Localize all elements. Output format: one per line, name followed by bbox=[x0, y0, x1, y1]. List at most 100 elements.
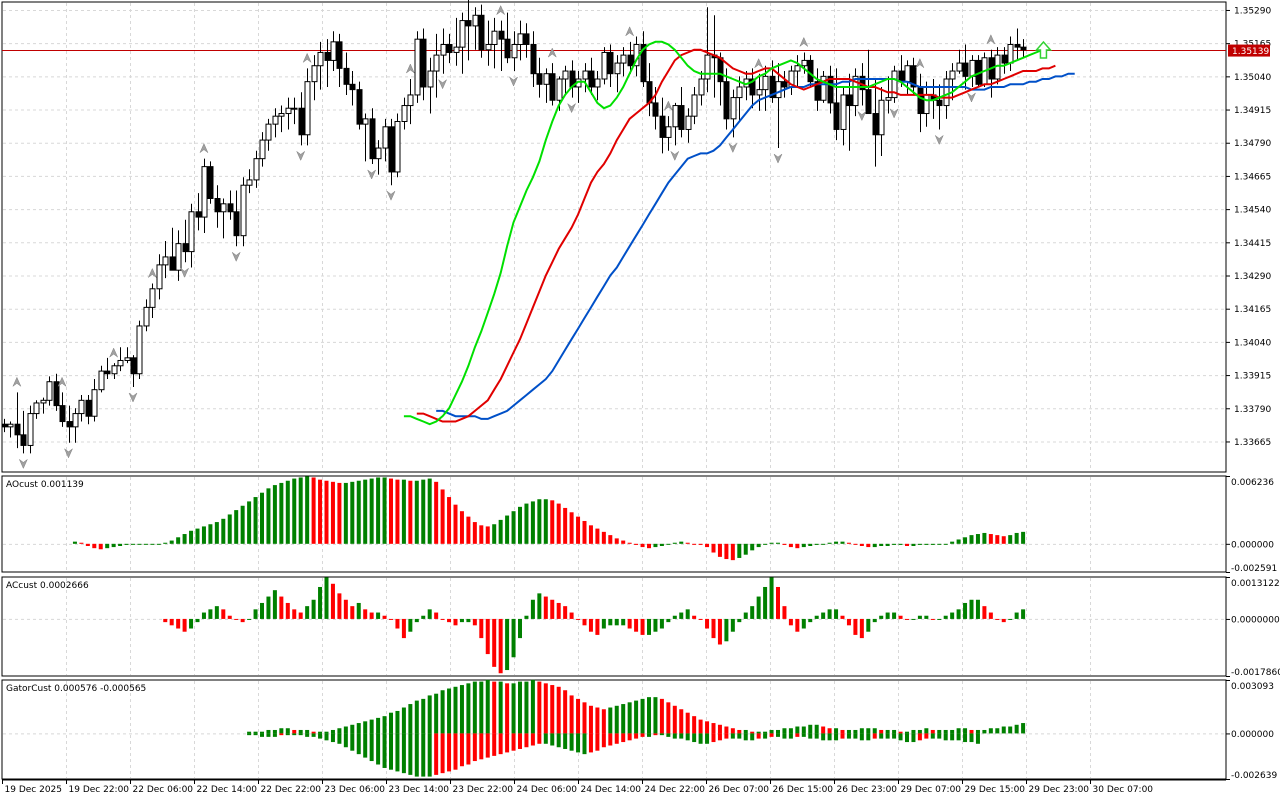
histogram-bar bbox=[576, 516, 581, 544]
histogram-bar bbox=[279, 482, 284, 544]
bear-candle bbox=[343, 67, 350, 85]
gator-lower-bar bbox=[601, 733, 606, 748]
histogram-bar bbox=[285, 602, 290, 619]
histogram-bar bbox=[518, 618, 522, 639]
bull-candle bbox=[878, 99, 885, 136]
histogram-bar bbox=[363, 609, 368, 619]
histogram-bar bbox=[505, 618, 510, 671]
gator-upper-bar bbox=[382, 716, 387, 734]
gator-upper-bar bbox=[685, 712, 690, 734]
gator-upper-bar bbox=[763, 731, 768, 734]
histogram-bar bbox=[743, 543, 748, 555]
gator-lower-bar bbox=[685, 733, 690, 741]
histogram-bar bbox=[72, 541, 77, 544]
gator-upper-bar bbox=[750, 731, 755, 734]
bull-candle bbox=[285, 107, 292, 115]
histogram-bar bbox=[859, 618, 864, 639]
histogram-bar bbox=[717, 543, 722, 557]
time-axis: 19 Dec 2025 19 Dec 22:00 22 Dec 06:00 22 De… bbox=[2, 780, 1153, 795]
histogram-bar bbox=[1008, 618, 1013, 620]
gator-indicator-panel[interactable]: GatorCust 0.000576 -0.000565 bbox=[6, 679, 1026, 777]
histogram-bar bbox=[717, 618, 722, 645]
histogram-bar bbox=[885, 543, 890, 546]
gator-upper-bar bbox=[659, 698, 664, 734]
histogram-bar bbox=[421, 479, 426, 544]
bull-candle bbox=[885, 97, 892, 101]
price-tick-label: 1.34040 bbox=[1234, 338, 1271, 348]
bull-candle bbox=[433, 54, 440, 72]
histogram-bar bbox=[479, 618, 484, 639]
fractal-up-icon bbox=[754, 58, 764, 69]
histogram-bar bbox=[543, 596, 548, 619]
histogram-bar bbox=[221, 609, 226, 619]
bear-candle bbox=[214, 197, 221, 213]
histogram-bar bbox=[453, 504, 458, 544]
histogram-bar bbox=[253, 609, 258, 619]
histogram-bar bbox=[434, 612, 439, 619]
buy-signal-arrow-icon bbox=[1034, 40, 1053, 59]
histogram-bar bbox=[666, 543, 671, 545]
gator-lower-bar bbox=[711, 733, 716, 743]
histogram-bar bbox=[227, 514, 232, 544]
indicator-tick-label: -0.002639 bbox=[1231, 771, 1277, 781]
fractal-up-icon bbox=[109, 347, 119, 358]
bear-candle bbox=[749, 78, 756, 96]
gator-lower-bar bbox=[279, 733, 284, 736]
bull-candle bbox=[253, 158, 260, 181]
fractal-up-icon bbox=[147, 267, 157, 279]
gator-upper-bar bbox=[821, 726, 826, 734]
histogram-bar bbox=[930, 618, 935, 620]
bull-candle bbox=[407, 94, 414, 107]
histogram-bar bbox=[627, 542, 632, 544]
bull-candle bbox=[698, 78, 705, 96]
bear-candle bbox=[478, 14, 485, 51]
bear-candle bbox=[627, 54, 634, 67]
bear-candle bbox=[227, 203, 234, 213]
histogram-bar bbox=[937, 543, 942, 545]
gator-lower-bar bbox=[318, 733, 323, 739]
gator-lower-bar bbox=[608, 733, 613, 746]
gator-upper-bar bbox=[447, 688, 452, 734]
bear-candle bbox=[195, 211, 202, 218]
gator-lower-bar bbox=[305, 733, 310, 737]
histogram-bar bbox=[608, 618, 613, 626]
fractal-down-icon bbox=[386, 190, 396, 201]
histogram-bar bbox=[485, 618, 490, 655]
histogram-bar bbox=[885, 612, 890, 619]
histogram-bar bbox=[195, 528, 200, 544]
price-tick-label: 1.35290 bbox=[1234, 6, 1271, 16]
histogram-bar bbox=[969, 535, 974, 544]
histogram-bar bbox=[853, 618, 858, 635]
gator-lower-bar bbox=[363, 733, 368, 758]
fractal-up-icon bbox=[663, 100, 673, 111]
histogram-bar bbox=[924, 543, 929, 545]
histogram-bar bbox=[511, 618, 516, 658]
bull-candle bbox=[33, 402, 40, 415]
histogram-bar bbox=[756, 596, 761, 619]
bull-candle bbox=[517, 33, 524, 45]
ac-indicator-panel[interactable]: ACcust 0.0002666 bbox=[6, 577, 1026, 674]
gator-lower-bar bbox=[859, 733, 864, 741]
gator-lower-bar bbox=[937, 733, 942, 739]
histogram-bar bbox=[963, 602, 968, 619]
histogram-bar bbox=[659, 618, 664, 629]
gator-upper-bar bbox=[885, 729, 890, 734]
histogram-bar bbox=[466, 618, 471, 623]
price-panel[interactable] bbox=[1, 0, 1226, 470]
price-tick-label: 1.34415 bbox=[1234, 239, 1271, 249]
histogram-bar bbox=[756, 543, 761, 548]
histogram-bar bbox=[292, 478, 297, 544]
gator-upper-bar bbox=[459, 685, 464, 734]
ao-indicator-panel[interactable]: AOcust 0.001139 bbox=[6, 476, 1026, 561]
gator-lower-bar bbox=[292, 733, 297, 736]
gator-lower-bar bbox=[963, 733, 968, 743]
gator-upper-bar bbox=[963, 728, 968, 734]
histogram-bar bbox=[240, 505, 245, 544]
gator-lower-bar bbox=[666, 733, 671, 737]
gator-upper-bar bbox=[395, 710, 400, 734]
gator-upper-bar bbox=[859, 728, 864, 734]
histogram-bar bbox=[808, 618, 813, 623]
bull-candle bbox=[188, 211, 195, 253]
